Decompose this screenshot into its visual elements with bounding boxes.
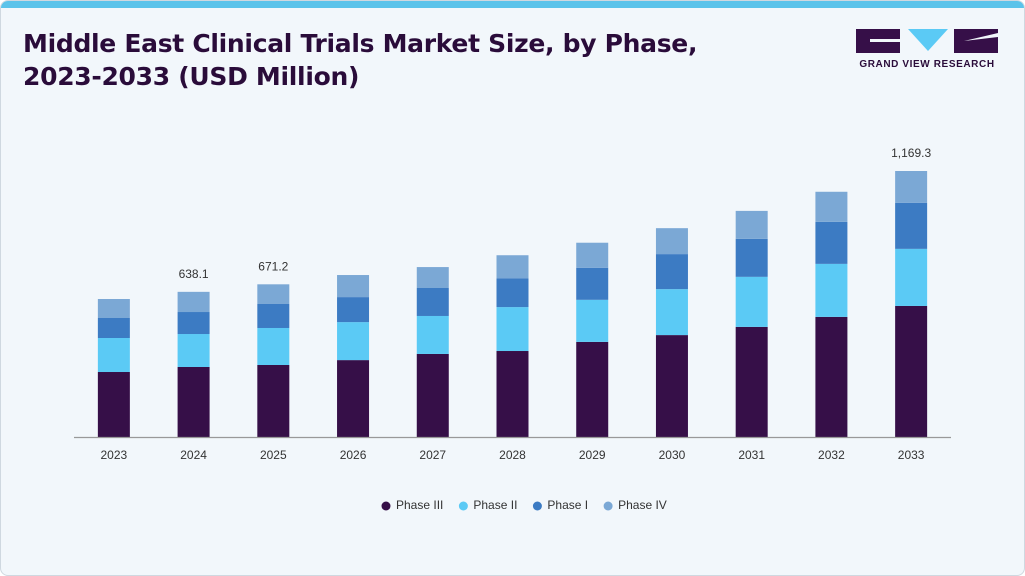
bar-segment (257, 365, 290, 437)
bar-segment (177, 291, 210, 313)
bar-segment (257, 284, 290, 304)
bar-segment (895, 171, 928, 203)
bar-segment (655, 289, 688, 336)
bar-segment (177, 334, 210, 368)
x-tick-label: 2032 (818, 448, 845, 462)
bar-segment (576, 267, 609, 300)
bar-segment (496, 278, 529, 308)
bar-segment (177, 367, 210, 437)
bar-segment (895, 248, 928, 306)
bar-segment (257, 303, 290, 328)
brand-name: GRAND VIEW RESEARCH (859, 59, 995, 70)
legend-marker (381, 501, 391, 511)
bar-segment (655, 228, 688, 255)
bar-segment (815, 316, 848, 437)
x-tick-label: 2028 (499, 448, 526, 462)
legend-label: Phase IV (618, 498, 667, 512)
total-label: 1,169.3 (891, 146, 931, 160)
bar-segment (576, 299, 609, 342)
bar-segment (735, 238, 768, 277)
logo (856, 29, 998, 53)
total-label: 671.2 (258, 259, 288, 273)
bar-segment (655, 254, 688, 290)
bar-segment (496, 351, 529, 437)
legend-label: Phase II (473, 498, 517, 512)
total-label: 638.1 (179, 267, 209, 281)
x-tick-label: 2026 (340, 448, 367, 462)
x-tick-label: 2023 (101, 448, 128, 462)
bar-segment (337, 322, 370, 361)
legend-marker (603, 501, 613, 511)
bar-segment (97, 372, 130, 437)
bar-segment (416, 315, 449, 354)
bar-segment (337, 297, 370, 323)
bar-segment (815, 191, 848, 222)
legend-marker (532, 501, 542, 511)
bar-segment (496, 255, 529, 279)
top-bar (1, 1, 1024, 8)
bar-segment (815, 263, 848, 317)
bar-segment (576, 341, 609, 437)
x-tick-label: 2025 (260, 448, 287, 462)
x-tick-label: 2030 (659, 448, 686, 462)
legend-label: Phase I (547, 498, 588, 512)
x-tick-label: 2033 (898, 448, 925, 462)
bar-segment (257, 327, 290, 366)
bar-segment (735, 210, 768, 239)
x-tick-label: 2027 (419, 448, 446, 462)
bar-segment (337, 275, 370, 298)
bar-segment (735, 276, 768, 327)
legend-label: Phase III (396, 498, 443, 512)
bar-segment (496, 307, 529, 352)
bar-segment (416, 267, 449, 288)
x-tick-label: 2031 (738, 448, 765, 462)
bar-segment (337, 360, 370, 437)
bar-segment (177, 312, 210, 335)
legend: Phase III Phase II Phase I Phase IV (381, 498, 667, 512)
bar-segment (895, 305, 928, 437)
bar-segment (416, 287, 449, 316)
bar-segment (97, 337, 130, 373)
chart-title: Middle East Clinical Trials Market Size,… (23, 29, 698, 91)
bar-segment (815, 221, 848, 264)
bar-segment (895, 202, 928, 249)
bar-segment (655, 335, 688, 437)
bar-segment (576, 242, 609, 268)
x-tick-label: 2029 (579, 448, 606, 462)
bar-segment (416, 353, 449, 437)
legend-marker (458, 501, 468, 511)
bar-segment (97, 318, 130, 338)
bar-segment (735, 326, 768, 437)
bar-segment (97, 299, 130, 319)
x-tick-label: 2024 (180, 448, 207, 462)
